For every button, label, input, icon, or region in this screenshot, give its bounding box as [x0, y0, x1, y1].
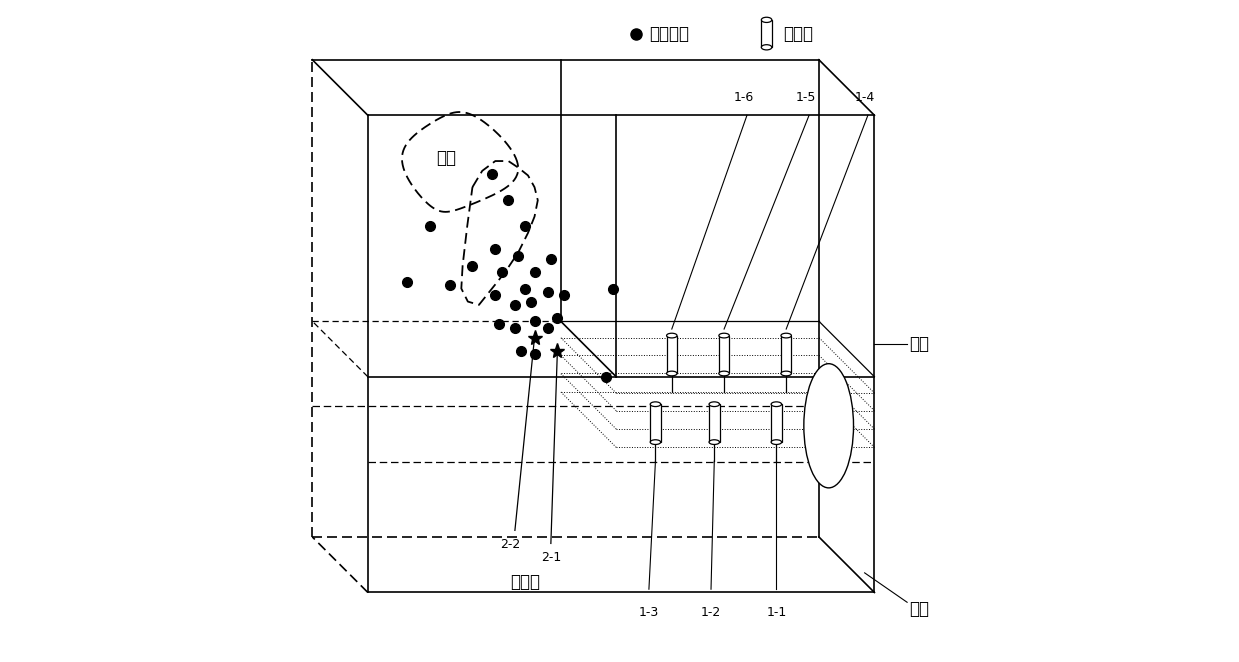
Bar [771, 404, 782, 442]
Text: 1-6: 1-6 [733, 91, 753, 103]
Text: 1-4: 1-4 [855, 91, 875, 103]
Ellipse shape [771, 440, 782, 444]
Text: 2-1: 2-1 [540, 551, 561, 564]
Ellipse shape [709, 440, 720, 444]
Text: 传感器: 传感器 [783, 24, 813, 42]
Bar [709, 404, 720, 442]
Text: 1-2: 1-2 [701, 606, 721, 618]
Ellipse shape [781, 371, 792, 376]
Bar [650, 404, 660, 442]
Ellipse shape [804, 363, 854, 488]
Ellipse shape [761, 17, 772, 23]
Text: 2-2: 2-2 [501, 538, 520, 551]
Ellipse shape [781, 333, 792, 338]
Bar [667, 336, 676, 373]
Ellipse shape [761, 45, 772, 50]
Text: 微震事件: 微震事件 [649, 24, 689, 42]
Ellipse shape [709, 402, 720, 406]
Ellipse shape [771, 402, 782, 406]
Text: 隧道: 隧道 [909, 335, 929, 353]
Bar [719, 336, 730, 373]
Bar [761, 20, 772, 47]
Ellipse shape [667, 371, 676, 376]
Text: 掌子面: 掌子面 [509, 573, 540, 591]
Ellipse shape [719, 371, 730, 376]
Text: 1-3: 1-3 [639, 606, 659, 618]
Bar [781, 336, 792, 373]
Text: 水腔: 水腔 [436, 149, 456, 167]
Ellipse shape [650, 402, 660, 406]
Ellipse shape [719, 333, 730, 338]
Text: 1-5: 1-5 [795, 91, 817, 103]
Text: 1-1: 1-1 [766, 606, 787, 618]
Ellipse shape [650, 440, 660, 444]
Text: 岩体: 岩体 [909, 600, 929, 618]
Ellipse shape [667, 333, 676, 338]
